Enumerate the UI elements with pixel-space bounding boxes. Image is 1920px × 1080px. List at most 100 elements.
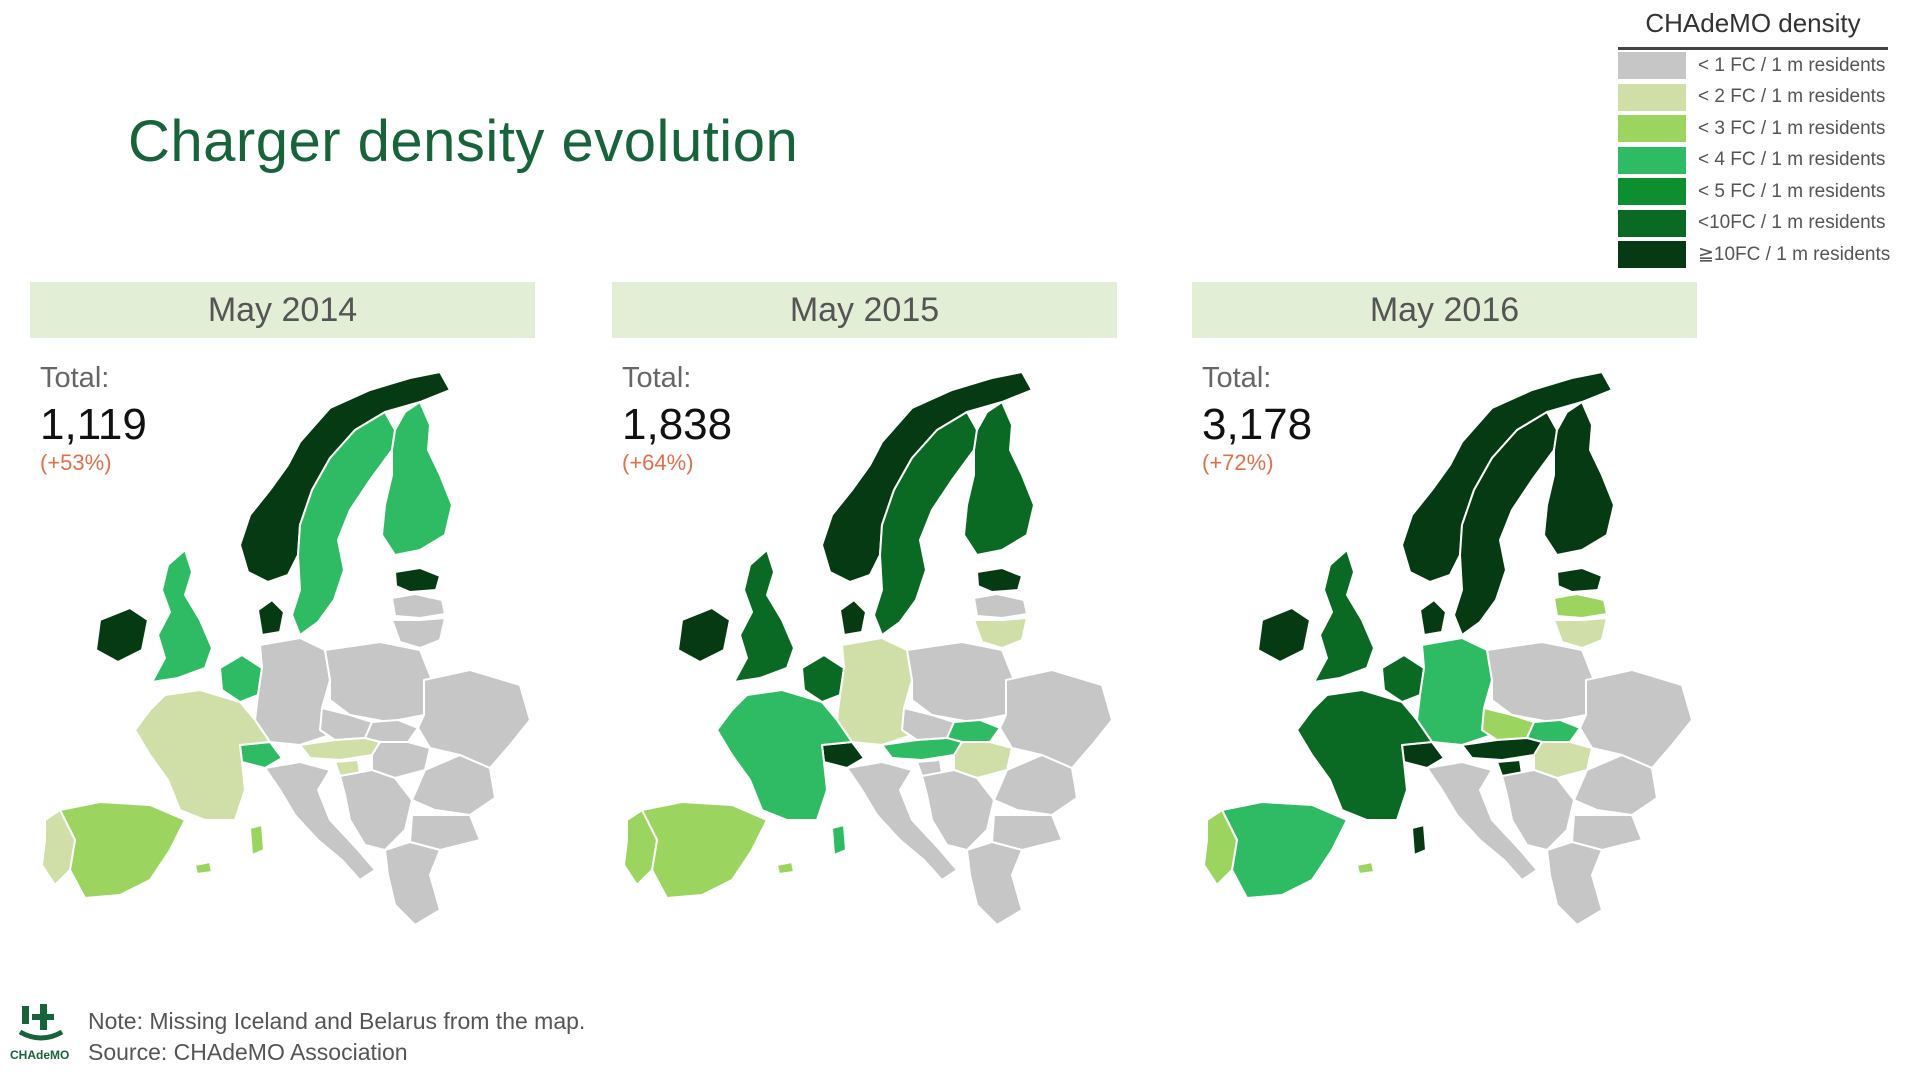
europe-map [1203,371,1693,926]
total-value: 3,178 [1202,400,1313,449]
country-ireland [95,607,149,663]
legend-label: < 5 FC / 1 m residents [1698,180,1886,202]
country-balearic [776,861,795,875]
country-ireland [677,607,731,663]
chademo-logo-icon [18,1004,64,1041]
page-title: Charger density evolution [128,109,799,174]
country-slovakia [364,719,419,743]
legend-title: CHAdeMO density [1618,8,1888,50]
country-uk [1313,549,1375,683]
country-france [134,689,271,821]
country-estonia [976,567,1023,593]
total-label: Total: [40,362,110,394]
country-portugal [623,809,658,886]
legend-item: < 5 FC / 1 m residents [1618,176,1914,208]
europe-map [41,371,531,926]
legend-label: ≧10FC / 1 m residents [1698,244,1891,266]
country-germany [1416,637,1493,746]
country-spain [1221,801,1348,899]
country-italy [264,761,376,881]
country-switzerland [239,741,283,769]
legend-label: < 2 FC / 1 m residents [1698,86,1886,108]
legend-item: < 3 FC / 1 m residents [1618,113,1914,145]
country-slovakia [946,719,1001,743]
legend-swatch [1618,52,1686,80]
country-italy [846,761,958,881]
country-hungary [371,741,431,779]
legend-swatch [1618,241,1686,269]
legend-label: < 3 FC / 1 m residents [1698,117,1886,139]
panel-heading: May 2015 [612,282,1117,338]
country-poland [906,641,1015,723]
footnote: Note: Missing Iceland and Belarus from t… [88,1006,585,1068]
country-ireland [1257,607,1311,663]
chademo-logo: CHAdeMO [10,998,72,1068]
country-hungary [953,741,1013,779]
total-value: 1,119 [40,400,147,449]
country-greece [1546,841,1603,926]
legend-swatch [1618,83,1686,111]
europe-map [623,371,1113,926]
country-denmark [1419,599,1447,636]
country-italy [1426,761,1538,881]
total-change: (+64%) [622,450,694,475]
country-sardinia [1411,824,1427,856]
country-poland [324,641,433,723]
legend-item: < 1 FC / 1 m residents [1618,50,1914,82]
source-text: Source: CHAdeMO Association [88,1039,408,1065]
total-change: (+53%) [40,450,112,475]
country-bulgaria [409,814,481,851]
country-benelux [1381,654,1425,703]
country-sweden [291,411,396,636]
country-latvia [1553,593,1608,619]
country-ukraine [1579,669,1693,769]
legend-item: < 2 FC / 1 m residents [1618,82,1914,114]
country-denmark [257,599,285,636]
country-uk [151,549,213,683]
country-finland [963,401,1035,556]
country-poland [1486,641,1595,723]
country-greece [966,841,1023,926]
country-germany [254,637,331,746]
legend: CHAdeMO density < 1 FC / 1 m residents <… [1618,8,1914,271]
country-sweden [873,411,978,636]
country-ukraine [417,669,531,769]
legend-swatch [1618,209,1686,237]
country-portugal [41,809,76,886]
country-lithuania [1553,617,1608,649]
country-switzerland [821,741,865,769]
country-balkans [339,769,413,851]
country-estonia [1556,567,1603,593]
country-switzerland [1401,741,1445,769]
country-bulgaria [991,814,1063,851]
country-uk [733,549,795,683]
country-latvia [973,593,1028,619]
total-label: Total: [622,362,692,394]
panel-heading: May 2014 [30,282,535,338]
logo-text: CHAdeMO [10,1048,70,1062]
map-panel-2014: May 2014 Total: 1,119 (+53%) [30,282,535,972]
country-france [1296,689,1433,821]
country-balearic [194,861,213,875]
map-panel-2016: May 2016 Total: 3,178 (+72%) [1192,282,1697,972]
country-spain [59,801,186,899]
country-germany [836,637,913,746]
legend-item: ≧10FC / 1 m residents [1618,239,1914,271]
country-portugal [1203,809,1238,886]
legend-item: < 4 FC / 1 m residents [1618,145,1914,177]
total-value: 1,838 [622,400,733,449]
country-sardinia [249,824,265,856]
total-change: (+72%) [1202,450,1274,475]
country-balkans [921,769,995,851]
country-lithuania [973,617,1028,649]
country-lithuania [391,617,446,649]
country-denmark [839,599,867,636]
country-finland [381,401,453,556]
map-panel-2015: May 2015 Total: 1,838 (+64%) [612,282,1117,972]
country-balearic [1356,861,1375,875]
legend-label: <10FC / 1 m residents [1698,212,1886,234]
country-bulgaria [1571,814,1643,851]
panel-heading: May 2016 [1192,282,1697,338]
legend-label: < 4 FC / 1 m residents [1698,149,1886,171]
country-spain [641,801,768,899]
